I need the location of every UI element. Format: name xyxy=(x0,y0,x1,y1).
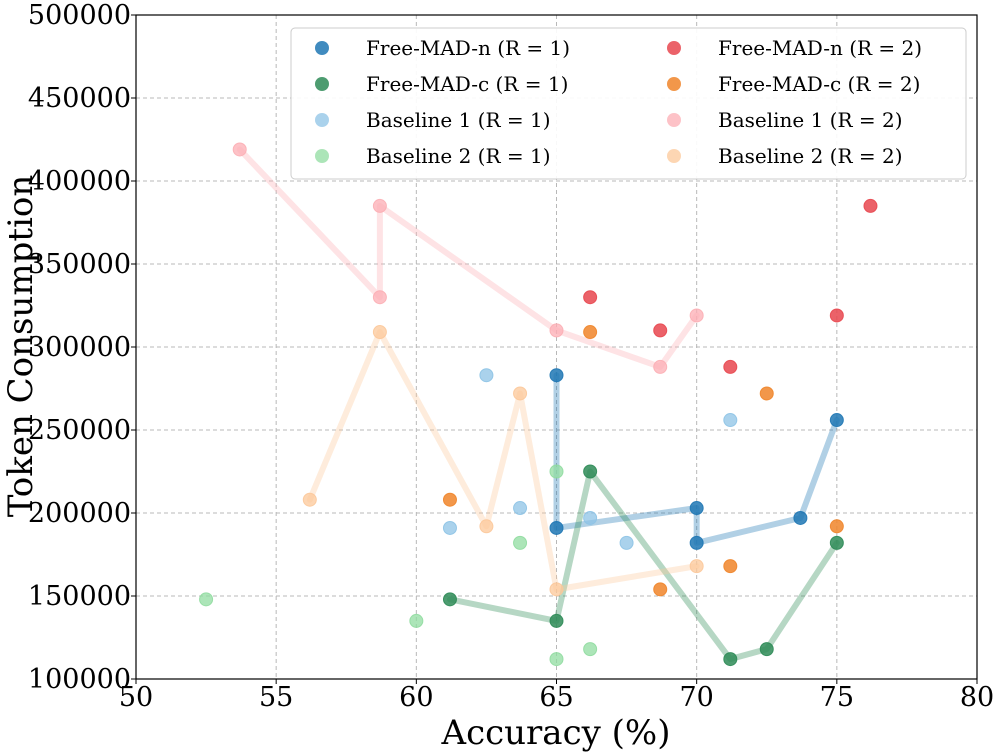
point-free-mad-c-r-2 xyxy=(829,519,844,534)
point-baseline-1-r-1 xyxy=(479,368,494,383)
legend-label: Baseline 1 (R = 1) xyxy=(366,108,551,132)
legend-label: Baseline 2 (R = 2) xyxy=(718,144,903,168)
data-points xyxy=(199,142,878,667)
y-tick-label: 200000 xyxy=(28,498,131,529)
point-baseline-1-r-2 xyxy=(372,290,387,305)
x-axis-ticks: 50 55 60 65 70 75 80 xyxy=(119,679,994,713)
legend-label: Baseline 1 (R = 2) xyxy=(718,108,903,132)
point-baseline-1-r-1 xyxy=(723,413,738,428)
x-tick-label: 55 xyxy=(259,682,293,713)
point-baseline-2-r-2 xyxy=(689,559,704,574)
x-tick-label: 50 xyxy=(119,682,153,713)
point-free-mad-n-r-2 xyxy=(653,323,668,338)
point-free-mad-c-r-1 xyxy=(549,613,564,628)
series-lines xyxy=(236,146,840,663)
point-baseline-2-r-2 xyxy=(372,325,387,340)
point-baseline-1-r-1 xyxy=(513,501,528,516)
x-axis-title: Accuracy (%) xyxy=(441,713,671,753)
point-free-mad-n-r-2 xyxy=(583,290,598,305)
point-baseline-2-r-1 xyxy=(513,535,528,550)
point-free-mad-c-r-2 xyxy=(759,386,774,401)
x-tick-label: 70 xyxy=(679,682,713,713)
x-tick-label: 60 xyxy=(399,682,433,713)
point-baseline-2-r-2 xyxy=(479,519,494,534)
y-tick-label: 150000 xyxy=(28,581,131,612)
x-tick-label: 80 xyxy=(960,682,994,713)
series-line-baseline-1-r-2 xyxy=(236,146,700,370)
x-tick-label: 75 xyxy=(820,682,854,713)
point-baseline-1-r-2 xyxy=(549,323,564,338)
y-tick-label: 450000 xyxy=(28,83,131,114)
legend-marker xyxy=(667,113,681,127)
legend-label: Free-MAD-c (R = 2) xyxy=(718,72,920,96)
point-free-mad-c-r-1 xyxy=(759,642,774,657)
point-free-mad-n-r-1 xyxy=(549,368,564,383)
point-baseline-1-r-1 xyxy=(442,520,457,535)
legend-marker xyxy=(667,149,681,163)
point-free-mad-n-r-2 xyxy=(723,359,738,374)
y-tick-label: 350000 xyxy=(28,249,131,280)
point-baseline-2-r-2 xyxy=(513,386,528,401)
series-line-baseline-2-r-2 xyxy=(306,329,700,593)
point-free-mad-n-r-2 xyxy=(829,308,844,323)
y-tick-label: 400000 xyxy=(28,166,131,197)
point-free-mad-n-r-1 xyxy=(829,413,844,428)
y-tick-label: 250000 xyxy=(28,415,131,446)
point-free-mad-c-r-2 xyxy=(723,559,738,574)
point-free-mad-c-r-1 xyxy=(723,652,738,667)
legend-marker xyxy=(315,77,329,91)
point-baseline-1-r-2 xyxy=(653,359,668,374)
point-free-mad-c-r-2 xyxy=(442,492,457,507)
legend-label: Free-MAD-n (R = 1) xyxy=(366,36,570,60)
point-free-mad-c-r-1 xyxy=(442,592,457,607)
series-line-free-mad-n-r-1 xyxy=(553,372,840,546)
point-free-mad-c-r-1 xyxy=(829,535,844,550)
point-free-mad-c-r-2 xyxy=(653,582,668,597)
point-free-mad-n-r-1 xyxy=(549,520,564,535)
point-baseline-1-r-2 xyxy=(689,308,704,323)
point-baseline-2-r-1 xyxy=(549,464,564,479)
point-free-mad-c-r-2 xyxy=(583,325,598,340)
point-baseline-1-r-1 xyxy=(619,535,634,550)
y-tick-label: 100000 xyxy=(28,664,131,695)
y-axis-title: Token Consumption xyxy=(1,175,41,518)
point-free-mad-n-r-1 xyxy=(689,535,704,550)
point-baseline-2-r-2 xyxy=(302,492,317,507)
y-tick-label: 500000 xyxy=(28,0,131,31)
legend-label: Free-MAD-c (R = 1) xyxy=(366,72,568,96)
point-free-mad-c-r-1 xyxy=(583,464,598,479)
point-free-mad-n-r-1 xyxy=(689,501,704,516)
legend-label: Baseline 2 (R = 1) xyxy=(366,144,551,168)
point-baseline-2-r-1 xyxy=(409,613,424,628)
legend: Free-MAD-n (R = 1) Free-MAD-c (R = 1) Base… xyxy=(290,27,967,180)
point-baseline-2-r-1 xyxy=(549,652,564,667)
point-baseline-1-r-2 xyxy=(232,142,247,157)
series-line-free-mad-c-r-1 xyxy=(446,468,840,663)
point-free-mad-n-r-1 xyxy=(793,510,808,525)
y-tick-label: 300000 xyxy=(28,332,131,363)
legend-box xyxy=(290,27,967,180)
x-tick-label: 65 xyxy=(539,682,573,713)
point-baseline-2-r-2 xyxy=(549,582,564,597)
point-baseline-1-r-2 xyxy=(372,198,387,213)
legend-marker xyxy=(667,77,681,91)
legend-marker xyxy=(315,41,329,55)
legend-marker xyxy=(315,149,329,163)
legend-marker xyxy=(315,113,329,127)
point-baseline-2-r-1 xyxy=(199,592,214,607)
point-free-mad-n-r-2 xyxy=(863,198,878,213)
point-baseline-1-r-1 xyxy=(583,510,598,525)
legend-marker xyxy=(667,41,681,55)
legend-label: Free-MAD-n (R = 2) xyxy=(718,36,922,60)
point-baseline-2-r-1 xyxy=(583,642,598,657)
y-axis-ticks: 100000 150000 200000 250000 300000 350000 4000… xyxy=(28,0,136,695)
